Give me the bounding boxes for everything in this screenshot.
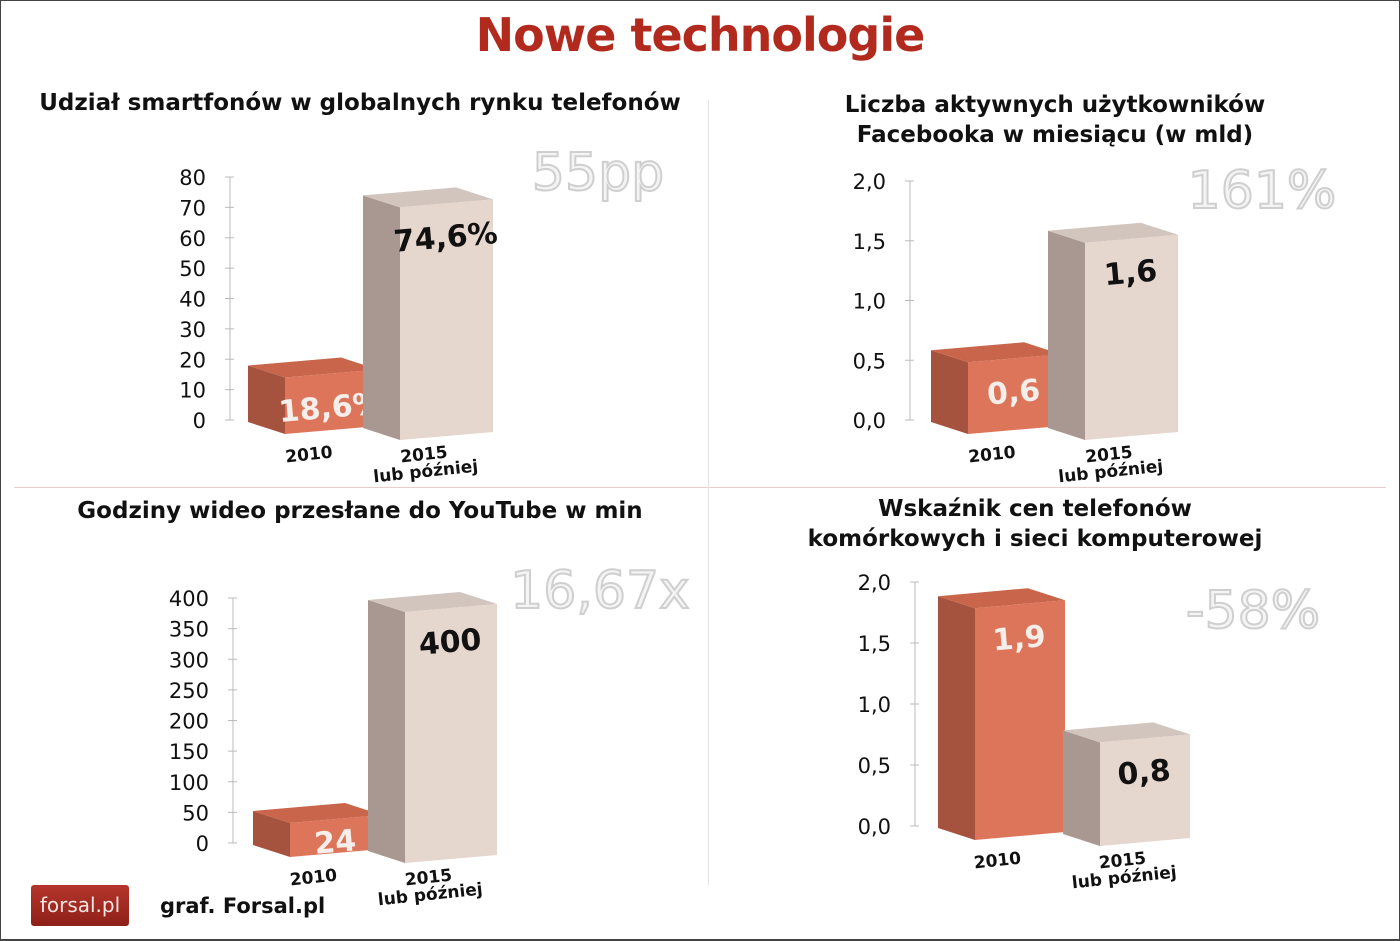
bar-top-face bbox=[368, 592, 497, 612]
bar-top-face bbox=[363, 187, 493, 208]
bar-side-face bbox=[248, 365, 285, 434]
y-tick-label: 1,0 bbox=[858, 693, 891, 717]
y-tick-label: 0 bbox=[193, 409, 206, 433]
bar-value-label: 1,6 bbox=[1103, 254, 1159, 293]
vertical-divider bbox=[708, 100, 709, 885]
bar-value-label: 1,9 bbox=[991, 619, 1047, 658]
y-tick-label: 1,0 bbox=[853, 290, 886, 314]
y-tick-label: 350 bbox=[169, 618, 209, 642]
chart-title-smartphones: Udział smartfonów w globalnych rynku tel… bbox=[39, 90, 681, 116]
category-label: 2010 bbox=[289, 866, 338, 891]
bar-front-face bbox=[285, 369, 378, 434]
credit-text: graf. Forsal.pl bbox=[160, 894, 326, 918]
bar-side-face bbox=[931, 350, 968, 434]
category-label: 2015 bbox=[1098, 849, 1147, 874]
y-tick-label: 70 bbox=[179, 196, 206, 220]
y-tick-label: 200 bbox=[169, 710, 209, 734]
y-tick-label: 400 bbox=[169, 587, 209, 611]
y-tick-label: 30 bbox=[179, 318, 206, 342]
bar-side-face bbox=[363, 195, 400, 440]
y-tick-label: 20 bbox=[179, 348, 206, 372]
y-tick-label: 60 bbox=[179, 227, 206, 251]
bar-value-label: 24 bbox=[313, 823, 358, 862]
y-tick-label: 100 bbox=[169, 771, 209, 795]
bar-front-face bbox=[968, 354, 1061, 434]
category-label: 2015 bbox=[1084, 443, 1133, 468]
bar-front-face bbox=[1085, 234, 1178, 440]
chart-title-facebook: Liczba aktywnych użytkowników Facebooka … bbox=[844, 92, 1266, 148]
horizontal-divider bbox=[14, 487, 1386, 488]
bar-side-face bbox=[368, 600, 405, 863]
y-tick-label: 0,5 bbox=[853, 349, 886, 373]
bar-top-face bbox=[248, 357, 378, 378]
bar-front-face bbox=[1100, 734, 1190, 846]
category-label: 2010 bbox=[284, 443, 333, 468]
y-tick-label: 80 bbox=[179, 166, 206, 190]
category-label-suffix: lub później bbox=[377, 879, 484, 910]
y-tick-label: 2,0 bbox=[853, 170, 886, 194]
bar-side-face bbox=[938, 596, 975, 840]
category-label: 2015 bbox=[399, 443, 448, 468]
y-tick-label: 50 bbox=[182, 801, 209, 825]
y-tick-label: 1,5 bbox=[858, 632, 891, 656]
y-tick-label: 0 bbox=[196, 832, 209, 856]
y-tick-label: 1,5 bbox=[853, 230, 886, 254]
page-title: Nowe technologie bbox=[475, 8, 926, 62]
category-label: 2010 bbox=[973, 849, 1022, 874]
annotation-label: 55pp bbox=[532, 143, 664, 203]
annotation-label: -58% bbox=[1186, 581, 1320, 641]
category-label: 2015 bbox=[404, 866, 453, 891]
bar-top-face bbox=[1048, 222, 1178, 243]
chart-title-prices: Wskaźnik cen telefonów komórkowych i sie… bbox=[807, 496, 1263, 552]
y-tick-label: 0,0 bbox=[858, 815, 891, 839]
y-tick-label: 10 bbox=[179, 379, 206, 403]
bar-front-face bbox=[975, 600, 1065, 840]
category-label-suffix: lub później bbox=[1071, 862, 1178, 893]
annotation-label: 161% bbox=[1188, 161, 1337, 221]
bar-front-face bbox=[405, 604, 497, 863]
annotation-label: 16,67x bbox=[510, 561, 690, 621]
bar-side-face bbox=[1048, 230, 1085, 440]
bar-top-face bbox=[931, 342, 1061, 363]
bar-side-face bbox=[1063, 730, 1100, 846]
category-label: 2010 bbox=[967, 443, 1016, 468]
category-label-suffix: lub później bbox=[372, 456, 479, 487]
y-tick-label: 250 bbox=[169, 679, 209, 703]
bar-front-face bbox=[290, 815, 382, 857]
y-tick-label: 300 bbox=[169, 648, 209, 672]
bar-top-face bbox=[938, 588, 1065, 609]
chart-title-youtube: Godziny wideo przesłane do YouTube w min bbox=[77, 498, 643, 524]
y-tick-label: 150 bbox=[169, 740, 209, 764]
y-tick-label: 50 bbox=[179, 257, 206, 281]
bar-top-face bbox=[253, 803, 382, 823]
forsal-logo: forsal.pl bbox=[31, 885, 129, 926]
bar-value-label: 0,8 bbox=[1116, 753, 1172, 792]
bar-top-face bbox=[1063, 722, 1190, 743]
y-tick-label: 0,0 bbox=[853, 409, 886, 433]
y-tick-label: 0,5 bbox=[858, 754, 891, 778]
y-tick-label: 2,0 bbox=[858, 571, 891, 595]
bar-front-face bbox=[400, 199, 493, 440]
y-tick-label: 40 bbox=[179, 288, 206, 312]
category-label-suffix: lub później bbox=[1057, 456, 1164, 487]
bar-value-label: 0,6 bbox=[986, 373, 1042, 412]
bar-side-face bbox=[253, 811, 290, 857]
bar-value-label: 400 bbox=[417, 622, 482, 662]
